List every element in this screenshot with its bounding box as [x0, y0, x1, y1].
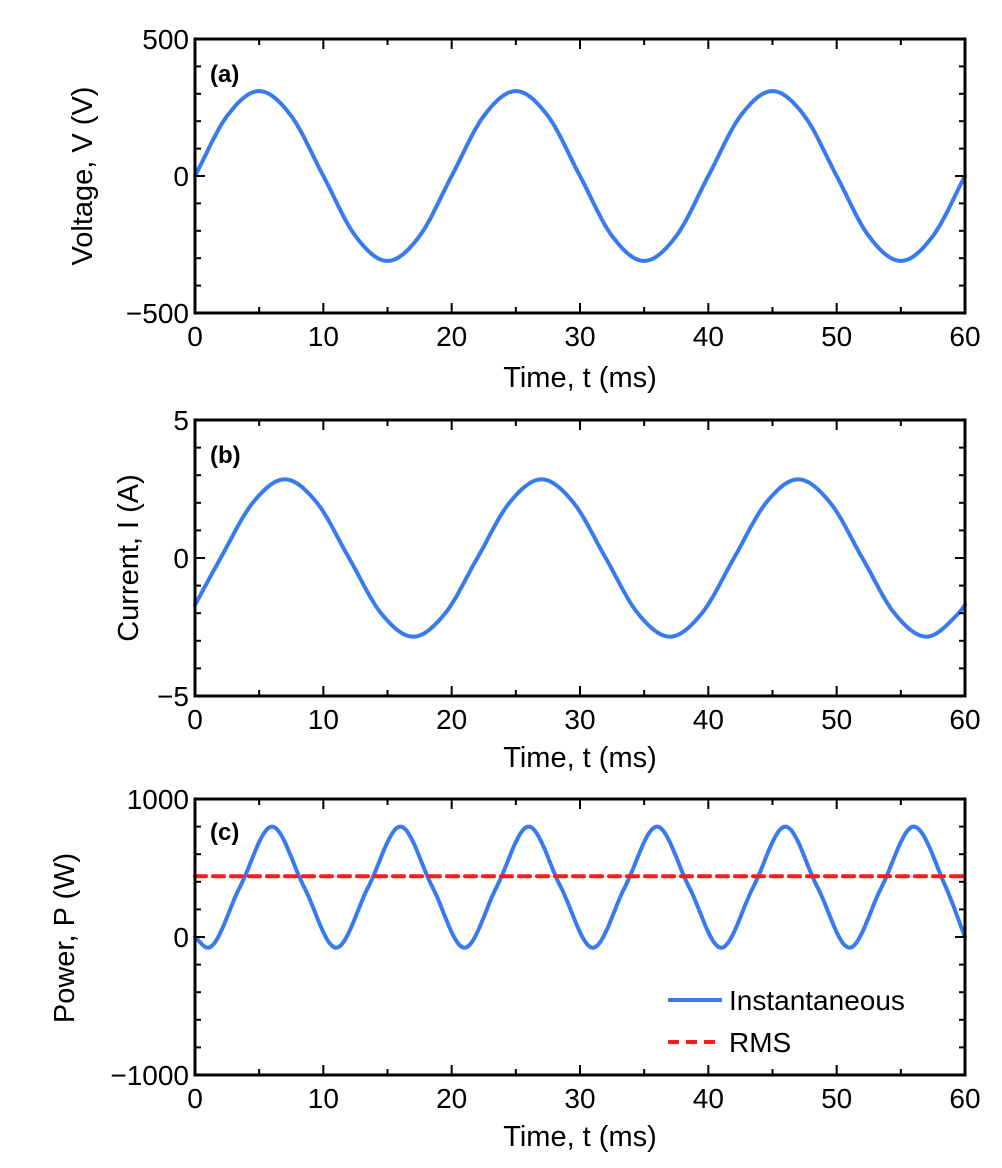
panel-c-xtick-label: 10: [308, 1083, 339, 1114]
panel-b-series: [193, 477, 967, 639]
panel-a-ytick-label: −500: [126, 298, 189, 329]
panel-a-xtick-label: 40: [693, 321, 724, 352]
panel-a-xtick-label: 0: [187, 321, 203, 352]
panel-b-ylabel: Current, I (A): [113, 474, 145, 642]
panel-c-label: (c): [210, 819, 239, 846]
panel-a-ylabel: Voltage, V (V): [67, 87, 99, 266]
panel-c-series: [193, 824, 967, 950]
panel-a-frame: [193, 37, 967, 315]
panel-b-xtick-label: 50: [821, 704, 852, 735]
panel-b: 0 10 20 30 40 50 60−505 (b) Time, t (ms) Curre…: [113, 405, 981, 774]
panel-c-ytick-label: −1000: [110, 1060, 189, 1091]
panel-a-label: (a): [210, 61, 239, 88]
panel-a-series-0-line: [193, 89, 967, 263]
panel-b-ytick-label: 0: [173, 543, 189, 574]
panel-c-xtick-label: 30: [564, 1083, 595, 1114]
legend-label-rms: RMS: [729, 1027, 791, 1058]
panel-c-ytick-label: 1000: [127, 784, 189, 815]
panel-c-frame: [193, 797, 967, 1077]
panel-b-xtick-label: 0: [187, 704, 203, 735]
panel-c-xtick-label: 20: [436, 1083, 467, 1114]
panel-c-xtick-label: 50: [821, 1083, 852, 1114]
panel-b-ytick-label: 5: [173, 405, 189, 436]
panel-b-xtick-label: 60: [949, 704, 980, 735]
panel-b-xtick-label: 30: [564, 704, 595, 735]
panel-b-frame: [193, 418, 967, 698]
panel-a-xtick-label: 50: [821, 321, 852, 352]
legend: Instantaneous RMS: [668, 985, 905, 1058]
panel-a-xtick-label: 60: [949, 321, 980, 352]
panel-c-ylabel: Power, P (W): [49, 853, 81, 1023]
panel-b-xtick-label: 40: [693, 704, 724, 735]
panel-b-xtick-label: 20: [436, 704, 467, 735]
panel-c-ytick-label: 0: [173, 922, 189, 953]
panel-b-ytick-label: −5: [157, 681, 189, 712]
panel-c-xtick-label: 40: [693, 1083, 724, 1114]
panel-a-series: [193, 89, 967, 263]
panel-a-xlabel: Time, t (ms): [503, 362, 657, 394]
panel-a-ytick-label: 0: [173, 161, 189, 192]
panel-c-xtick-label: 60: [949, 1083, 980, 1114]
panel-b-series-0-line: [193, 477, 967, 639]
panel-c-xlabel: Time, t (ms): [503, 1121, 657, 1153]
panel-b-xtick-label: 10: [308, 704, 339, 735]
panel-a-xtick-label: 20: [436, 321, 467, 352]
panel-c-series-instantaneous-line: [193, 824, 967, 950]
panel-b-ticks: 0 10 20 30 40 50 60−505: [157, 405, 981, 735]
panel-a-xtick-label: 30: [564, 321, 595, 352]
legend-label-instantaneous: Instantaneous: [729, 985, 905, 1016]
panel-a-ytick-label: 500: [142, 24, 189, 55]
panel-a-xtick-label: 10: [308, 321, 339, 352]
panel-b-label: (b): [210, 442, 241, 469]
panel-c-xtick-label: 0: [187, 1083, 203, 1114]
panel-b-xlabel: Time, t (ms): [503, 742, 657, 774]
